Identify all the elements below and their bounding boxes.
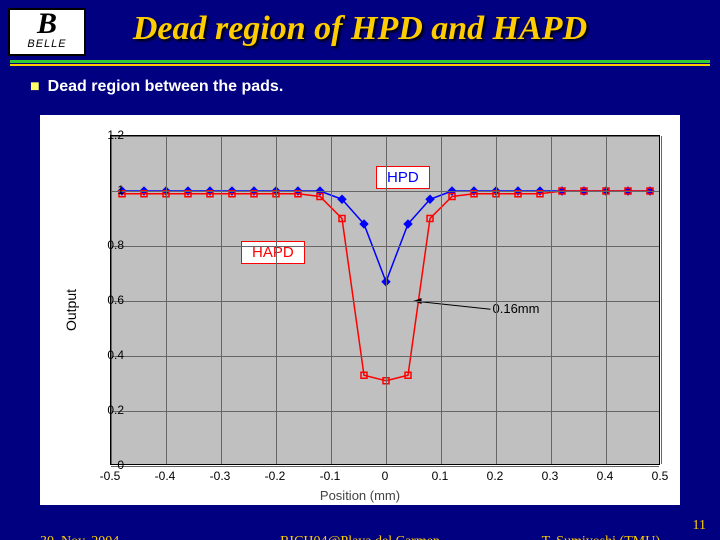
slide-title: Dead region of HPD and HAPD	[0, 10, 720, 48]
x-axis-label: Position (mm)	[320, 488, 400, 503]
footer-date: 30, Nov. 2004	[40, 534, 119, 540]
ytick-label: 1.2	[107, 128, 124, 142]
xtick-label: 0.3	[542, 469, 559, 483]
xtick-label: -0.5	[100, 469, 121, 483]
ytick-label: 1	[117, 183, 124, 197]
footer-author: T. Sumiyoshi (TMU)	[542, 534, 660, 540]
ytick-label: 0.4	[107, 348, 124, 362]
divider-green	[10, 60, 710, 63]
bullet-line: ■ Dead region between the pads.	[30, 78, 283, 96]
xtick-label: -0.1	[320, 469, 341, 483]
xtick-label: 0.1	[432, 469, 449, 483]
annotation-label: 0.16mm	[493, 301, 540, 316]
page-number: 11	[693, 518, 706, 534]
legend-hpd: HPD	[376, 166, 430, 189]
plot-area: HPD HAPD 0.16mm	[110, 135, 660, 465]
divider-yellow	[10, 64, 710, 66]
xtick-label: -0.4	[155, 469, 176, 483]
xtick-label: 0	[382, 469, 389, 483]
bullet-text: Dead region between the pads.	[48, 78, 284, 95]
ytick-label: 0.8	[107, 238, 124, 252]
xtick-label: 0.4	[597, 469, 614, 483]
bullet-icon: ■	[30, 78, 40, 95]
ytick-label: 0.2	[107, 403, 124, 417]
legend-hapd: HAPD	[241, 241, 305, 264]
chart-container: Output HPD HAPD 0.16mm Position (mm) 0 0.…	[40, 115, 680, 505]
footer-venue: RICH04@Playa del Carmen	[280, 534, 440, 540]
xtick-label: 0.2	[487, 469, 504, 483]
xtick-label: -0.3	[210, 469, 231, 483]
ytick-label: 0.6	[107, 293, 124, 307]
xtick-label: -0.2	[265, 469, 286, 483]
y-axis-label: Output	[63, 289, 79, 331]
xtick-label: 0.5	[652, 469, 669, 483]
